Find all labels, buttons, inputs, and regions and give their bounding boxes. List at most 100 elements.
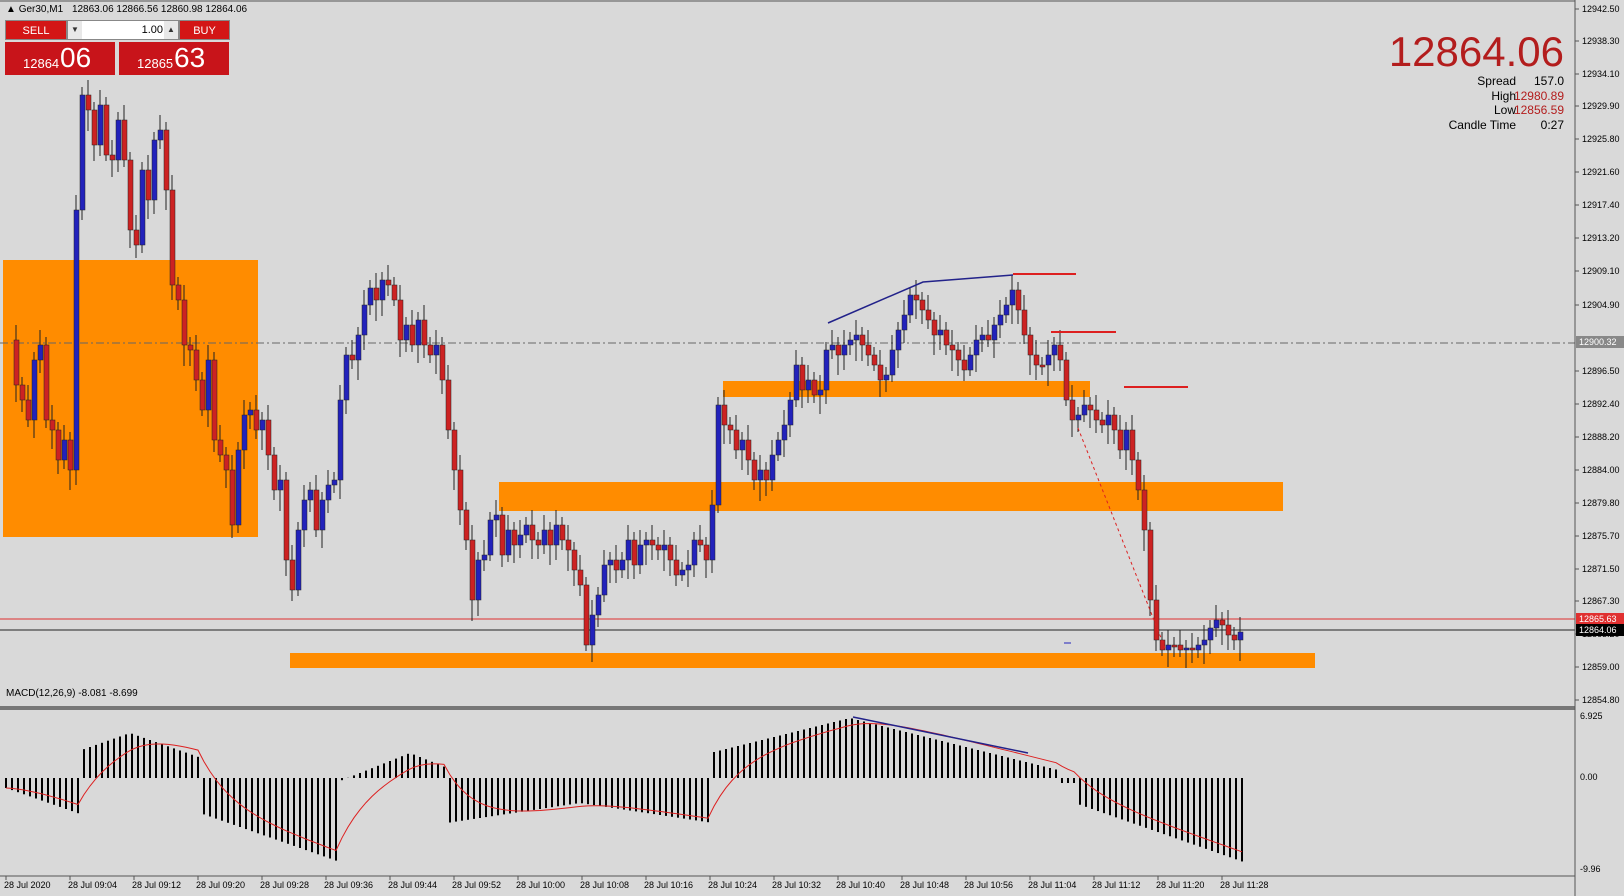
buy-button[interactable]: BUY: [179, 20, 230, 40]
zone-upper-right[interactable]: [723, 381, 1090, 397]
price-axis[interactable]: 12942.50 12938.30 12934.10 12929.90 12925.80…: [1575, 4, 1620, 705]
price-axis-label: 12859.00: [1582, 662, 1620, 672]
time-axis-label: 28 Jul 09:20: [196, 880, 245, 890]
candle-body: [493, 514, 500, 521]
candle-body: [931, 319, 938, 336]
zone-bottom[interactable]: [290, 653, 1315, 668]
lot-decrease-icon[interactable]: ▼: [68, 21, 82, 39]
candle-body: [505, 529, 512, 556]
ask-price-box[interactable]: 12865 63: [119, 42, 229, 75]
macd-indicator-label: MACD(12,26,9) -8.081 -8.699: [6, 688, 138, 699]
candle-body: [1111, 414, 1118, 431]
candle-body: [685, 564, 692, 571]
current-price: 12864.06: [1388, 28, 1564, 75]
candle-body: [127, 159, 134, 231]
candle-body: [949, 344, 956, 351]
candle-body: [499, 514, 506, 556]
candle-body: [451, 429, 458, 471]
candle-body: [715, 404, 722, 506]
time-axis-label: 28 Jul 11:28: [1220, 880, 1268, 890]
candle-body: [469, 539, 476, 601]
time-axis-label: 28 Jul 10:32: [772, 880, 821, 890]
candle-body: [163, 129, 170, 191]
candle-body: [1021, 309, 1028, 336]
candle-body: [637, 544, 644, 566]
candle-body: [997, 314, 1004, 326]
candle-body: [1105, 414, 1112, 426]
price-info-panel: 12864.06 Spread 157.0 High 12980.89 Low 128…: [1384, 30, 1564, 132]
candle-body: [1051, 344, 1058, 356]
macd-histogram: [5, 718, 1243, 862]
time-axis-label: 28 Jul 11:12: [1092, 880, 1140, 890]
time-axis[interactable]: 28 Jul 2020 28 Jul 09:04 28 Jul 09:12 28 Ju…: [4, 876, 1268, 890]
price-axis-label: 12925.80: [1582, 134, 1620, 144]
candle-body: [625, 539, 632, 561]
time-axis-label: 28 Jul 10:00: [516, 880, 565, 890]
menu-triangle-icon[interactable]: ▲: [6, 4, 16, 15]
candle-body: [523, 524, 530, 536]
candle-body: [727, 424, 734, 431]
price-trendline[interactable]: [827, 274, 1014, 324]
candle-body: [631, 539, 638, 566]
price-axis-label: 12913.20: [1582, 233, 1620, 243]
candles-group: [13, 80, 1244, 668]
macd-divergence-line[interactable]: [852, 716, 1029, 754]
candle-body: [649, 539, 656, 546]
candle-body: [67, 439, 74, 471]
zone-left[interactable]: [3, 260, 258, 537]
candle-body: [1237, 631, 1244, 641]
candle-body: [193, 349, 200, 381]
candle-body: [409, 324, 416, 346]
candle-body: [325, 484, 332, 501]
candle-body: [1159, 639, 1166, 651]
candle-body: [367, 287, 374, 306]
lot-increase-icon[interactable]: ▲: [164, 21, 178, 39]
candle-body: [901, 314, 908, 331]
candle-body: [829, 344, 836, 351]
price-axis-label: 12875.70: [1582, 531, 1620, 541]
candle-body: [331, 479, 338, 486]
candle-body: [217, 439, 224, 456]
candle-body: [853, 334, 860, 341]
candle-body: [475, 559, 482, 601]
candle-body: [439, 344, 446, 381]
time-axis-label: 28 Jul 09:44: [388, 880, 437, 890]
candle-body: [61, 439, 68, 461]
time-axis-label: 28 Jul 10:08: [580, 880, 629, 890]
candle-body: [1183, 647, 1190, 651]
candle-body: [1063, 359, 1070, 401]
candle-body: [31, 359, 38, 421]
price-marker-ask: 12865.63: [1576, 613, 1624, 625]
lot-size-input[interactable]: [83, 22, 163, 38]
candle-body: [481, 554, 488, 561]
spread-label: Spread: [1477, 74, 1516, 88]
candle-body: [1099, 419, 1106, 426]
candle-body: [889, 349, 896, 376]
candle-body: [769, 454, 776, 481]
time-axis-label: 28 Jul 09:04: [68, 880, 117, 890]
candle-body: [895, 329, 902, 351]
candle-body: [415, 319, 422, 346]
candle-body: [835, 344, 842, 356]
candle-body: [859, 334, 866, 346]
candle-body: [199, 379, 206, 411]
bid-price-box[interactable]: 12864 06: [5, 42, 115, 75]
candle-body: [511, 529, 518, 546]
candle-body: [1015, 289, 1022, 311]
zone-middle[interactable]: [499, 482, 1283, 511]
candle-body: [1165, 644, 1172, 651]
time-axis-label: 28 Jul 10:16: [644, 880, 693, 890]
candle-body: [883, 374, 890, 381]
price-axis-label: 12888.20: [1582, 432, 1620, 442]
candle-body: [703, 544, 710, 561]
sell-button[interactable]: SELL: [5, 20, 67, 40]
spread-value: 157.0: [1533, 74, 1564, 88]
candle-body: [739, 439, 746, 451]
candle-body: [601, 564, 608, 596]
low-value: 12856.59: [1513, 103, 1564, 117]
candle-body: [1093, 409, 1100, 421]
candle-body: [787, 399, 794, 426]
one-click-trading-panel: SELL ▼ ▲ BUY 12864 06 12865 63: [5, 20, 230, 75]
panel-separator[interactable]: [0, 706, 1575, 710]
